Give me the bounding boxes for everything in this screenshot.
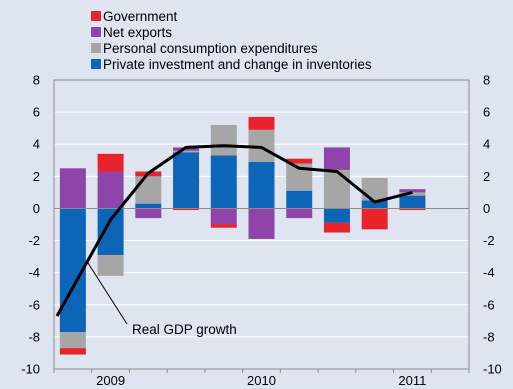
y-tick-label-left: -2 [28, 233, 40, 248]
bar-segment [97, 153, 124, 172]
bar-segment [135, 208, 162, 219]
y-tick-label-left: 4 [33, 137, 40, 152]
y-tick-label-right: 2 [483, 169, 490, 184]
bar-segment [97, 208, 124, 256]
bar-segment [59, 332, 86, 349]
bar-segment [248, 161, 275, 209]
bar-segment [323, 169, 350, 209]
y-tick-label-left: 6 [33, 105, 40, 120]
bar-segment [210, 208, 237, 225]
bar-segment [210, 224, 237, 228]
bar-segment [97, 255, 124, 276]
legend-swatch [91, 43, 101, 53]
bar-segment [399, 192, 426, 196]
annotation-label: Real GDP growth [132, 322, 237, 337]
legend-label: Personal consumption expenditures [103, 41, 318, 56]
legend-swatch [91, 59, 101, 69]
y-tick-label-right: 0 [483, 201, 490, 216]
bar-segment [210, 124, 237, 156]
axes: 8 8 6 6 4 4 2 2 0 0 -2 -2 -4 -4 -6 -6 -8 -8 -10 -10 2009 2010… [21, 73, 502, 389]
x-tick-label: 2011 [398, 373, 426, 388]
y-tick-label-left: -6 [28, 297, 40, 312]
y-tick-label-right: -6 [483, 297, 495, 312]
bar-segment [399, 208, 426, 211]
bar-segment [286, 208, 313, 219]
x-tick-label: 2010 [247, 373, 276, 388]
bar-segment [361, 200, 388, 209]
bar-segment [173, 208, 200, 211]
gdp-line [55, 144, 413, 317]
annotation-pointer [87, 262, 128, 325]
bar-segment [399, 189, 426, 193]
y-tick-label-right: -8 [483, 329, 495, 344]
bar-segment [248, 208, 275, 239]
bar-segment [361, 208, 388, 230]
y-tick-label-left: -4 [28, 265, 40, 280]
legend-swatch [91, 27, 101, 37]
bar-segment [323, 147, 350, 170]
y-tick-label-left: -10 [21, 362, 40, 377]
bar-segment [59, 168, 86, 209]
bar-segment [97, 171, 124, 209]
bar-segment [361, 177, 388, 201]
bar-segment [59, 348, 86, 355]
legend-label: Private investment and change in invento… [103, 57, 372, 72]
bar-segment [210, 155, 237, 209]
y-tick-label-right: 8 [483, 73, 490, 88]
legend-label: Net exports [103, 25, 172, 40]
y-tick-label-right: 6 [483, 105, 490, 120]
bar-segment [323, 208, 350, 223]
bar-segment [286, 158, 313, 164]
bar-segment [399, 195, 426, 209]
bar-segment [286, 190, 313, 209]
y-tick-label-left: -8 [28, 329, 40, 344]
y-tick-label-right: -2 [483, 233, 495, 248]
bar-segment [135, 203, 162, 209]
bar-stacks [59, 116, 426, 355]
bar-segment [323, 222, 350, 233]
legend-swatch [91, 11, 101, 21]
y-tick-label-right: -10 [483, 362, 502, 377]
y-tick-label-right: -4 [483, 265, 495, 280]
gdp-growth-line [55, 144, 413, 317]
y-tick-label-left: 8 [33, 73, 40, 88]
y-tick-label-left: 2 [33, 169, 40, 184]
y-tick-label-left: 0 [33, 201, 40, 216]
legend-label: Government [103, 9, 178, 24]
bar-segment [135, 176, 162, 204]
bar-segment [173, 150, 200, 153]
plot-frame [53, 79, 470, 370]
x-tick-label: 2009 [96, 373, 125, 388]
annotation: Real GDP growth [87, 262, 237, 337]
bar-segment [173, 152, 200, 209]
bar-segment [248, 116, 275, 130]
y-tick-label-right: 4 [483, 137, 490, 152]
